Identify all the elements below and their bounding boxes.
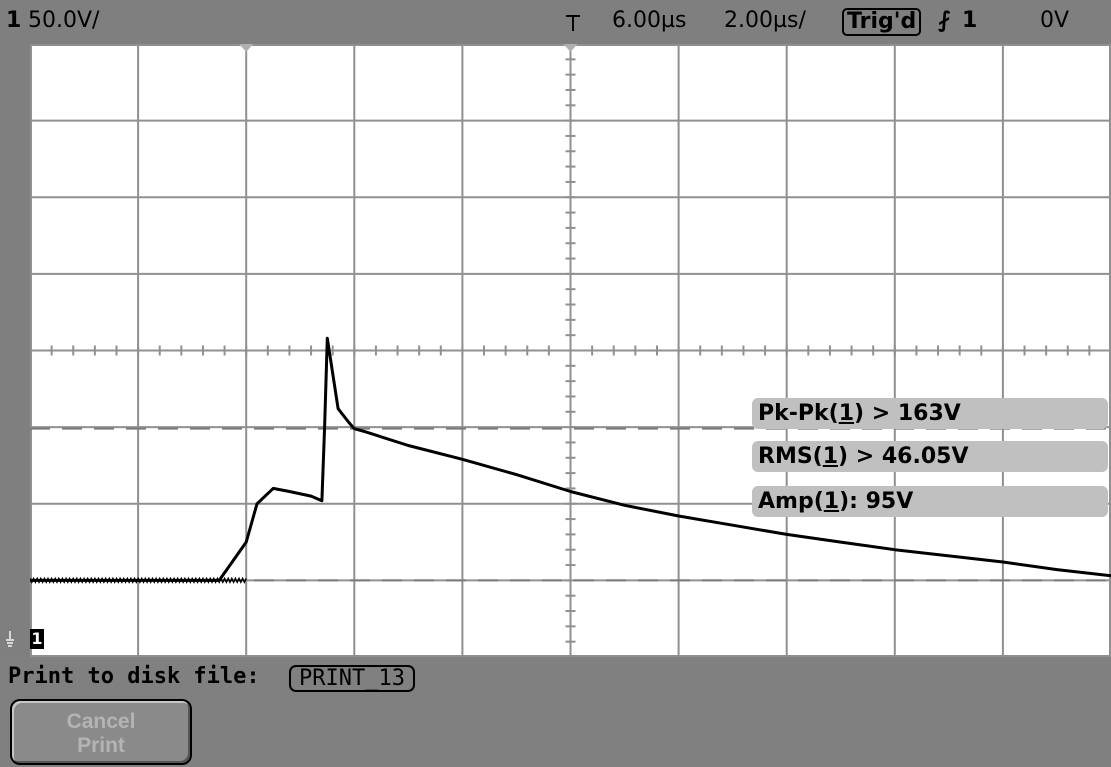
measurement-channel: 1 xyxy=(838,401,855,426)
cancel-print-softkey[interactable]: Cancel Print xyxy=(10,699,192,765)
falling-edge-icon: ⨏ xyxy=(938,8,951,33)
channel-number[interactable]: 1 xyxy=(6,8,22,33)
status-bar: 1 50.0V/ 6.00µs 2.00µs/ Trig'd ⨏ 1 0V xyxy=(0,0,1111,44)
trigger-arrow-icon xyxy=(565,12,581,42)
channel-1-trace xyxy=(30,336,1111,582)
measurement-value: ): 95V xyxy=(839,489,914,514)
trigger-level: 0V xyxy=(1040,8,1070,33)
vertical-scale: 50.0V/ xyxy=(28,8,100,33)
measurement-value: ) > 163V xyxy=(854,401,961,426)
measurement-amplitude: Amp(1): 95V xyxy=(752,486,1108,517)
measurement-name: Pk-Pk( xyxy=(758,401,839,426)
measurement-pk-pk: Pk-Pk(1) > 163V xyxy=(752,398,1108,429)
measurement-name: Amp( xyxy=(758,489,824,514)
baseline-noise-trace xyxy=(30,576,247,584)
measurement-value: ) > 46.05V xyxy=(838,444,969,469)
trigger-status-badge: Trig'd xyxy=(842,8,922,36)
delay-position-icon xyxy=(563,44,578,52)
print-to-disk-label: Print to disk file: xyxy=(8,664,260,689)
waveform-display xyxy=(30,44,1111,657)
time-delay: 6.00µs xyxy=(612,8,687,33)
softkey-label-line2: Print xyxy=(77,734,125,757)
print-filename-field[interactable]: PRINT_13 xyxy=(289,665,415,692)
time-scale: 2.00µs/ xyxy=(724,8,806,33)
measurement-channel: 1 xyxy=(822,444,839,469)
channel-1-marker[interactable]: 1 xyxy=(30,629,44,649)
measurement-rms: RMS(1) > 46.05V xyxy=(752,441,1108,472)
message-bar: Print to disk file: PRINT_13 Cancel Prin… xyxy=(0,657,1111,767)
waveform-trace xyxy=(30,336,1111,584)
measurement-name: RMS( xyxy=(758,444,823,469)
softkey-label-line1: Cancel xyxy=(66,710,136,733)
ground-reference-icon xyxy=(6,628,28,650)
trigger-position-icon xyxy=(239,44,254,52)
trigger-source: 1 xyxy=(962,8,978,33)
graticule-grid xyxy=(30,44,1111,657)
waveform-plot xyxy=(30,44,1111,657)
measurement-channel: 1 xyxy=(823,489,840,514)
